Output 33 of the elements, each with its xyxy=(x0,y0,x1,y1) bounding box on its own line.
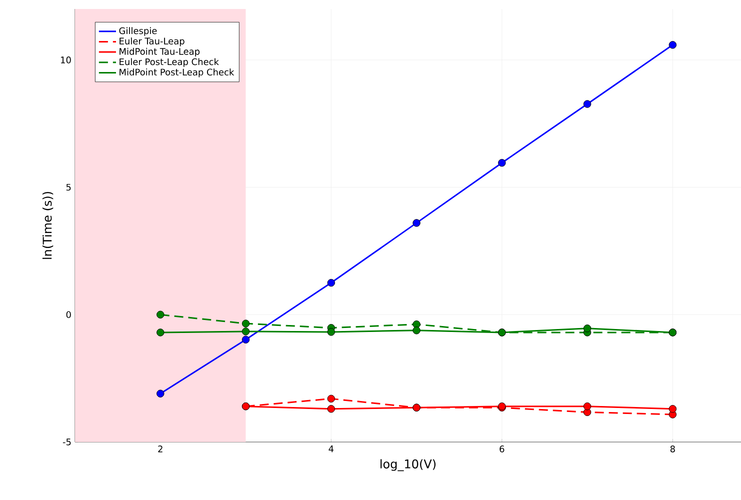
x-tick-label: 2 xyxy=(158,446,162,452)
legend-label: Euler Tau-Leap xyxy=(120,38,184,46)
point xyxy=(327,394,336,403)
point xyxy=(156,328,164,336)
point xyxy=(242,328,250,336)
x-tick-label: 6 xyxy=(500,446,504,452)
point xyxy=(242,320,250,328)
point xyxy=(498,158,506,167)
point xyxy=(156,310,164,318)
point xyxy=(412,219,420,227)
point xyxy=(242,336,250,344)
x-tick-label: 8 xyxy=(670,446,675,452)
y-tick-label: 0 xyxy=(66,311,71,318)
point xyxy=(327,328,336,336)
y-tick-label: 10 xyxy=(61,56,71,64)
point xyxy=(668,41,677,49)
legend-label: Gillespie xyxy=(119,27,157,36)
point xyxy=(583,100,592,108)
y-tick-label: -5 xyxy=(62,438,71,446)
legend-label: Euler Post-Leap Check xyxy=(120,58,219,67)
y-axis-title: ln(Time (s)) xyxy=(42,192,54,259)
x-axis-title: log_10(V) xyxy=(380,459,436,472)
point xyxy=(583,324,592,332)
point xyxy=(327,278,336,287)
point xyxy=(156,390,164,398)
x-tick-label: 4 xyxy=(328,446,334,452)
point xyxy=(412,326,420,334)
legend-label: MidPoint Tau-Leap xyxy=(120,48,200,57)
y-tick-label: 5 xyxy=(66,184,71,191)
point xyxy=(583,402,592,410)
legend-label: MidPoint Post-Leap Check xyxy=(120,68,234,78)
point xyxy=(327,405,336,413)
point xyxy=(668,405,677,413)
